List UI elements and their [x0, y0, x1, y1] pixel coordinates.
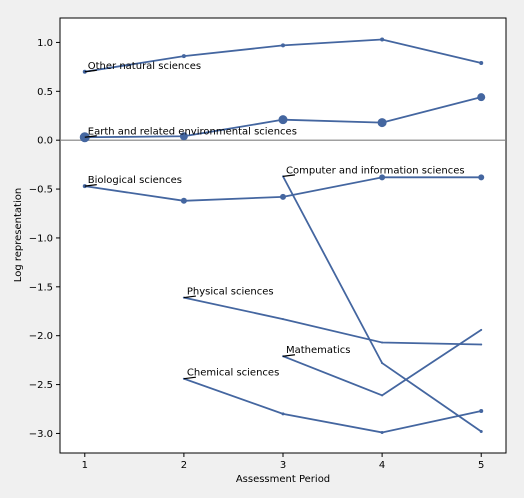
data-point — [380, 37, 385, 42]
x-tick-label: 1 — [82, 460, 88, 471]
y-tick-label: −1.5 — [29, 282, 53, 293]
series-label: Chemical sciences — [187, 368, 279, 379]
plot-area — [59, 17, 507, 454]
data-point — [377, 118, 387, 128]
data-point — [477, 93, 486, 102]
label-leader — [84, 69, 97, 73]
series-label: Mathematics — [286, 345, 350, 356]
series-label: Biological sciences — [88, 175, 182, 186]
series-label: Earth and related environmental sciences — [88, 126, 297, 137]
data-point — [280, 193, 286, 200]
data-point — [480, 343, 483, 346]
series-other-natural-sciences: Other natural sciences — [82, 37, 484, 74]
series-line — [183, 296, 482, 346]
y-tick-label: 0.0 — [37, 136, 53, 147]
data-point — [479, 429, 483, 433]
data-point — [379, 174, 386, 181]
label-leader — [183, 376, 196, 380]
data-point — [180, 197, 187, 204]
label-leader — [282, 354, 296, 357]
series-label: Physical sciences — [187, 287, 274, 298]
data-point — [381, 394, 384, 397]
data-point — [480, 328, 483, 331]
x-tick-label: 3 — [280, 460, 286, 471]
label-leader — [84, 135, 97, 138]
x-axis-label: Assessment Period — [236, 474, 330, 485]
series-physical-sciences: Physical sciences — [182, 287, 483, 346]
series-label: Computer and information sciences — [286, 165, 465, 176]
label-leader — [183, 295, 196, 299]
series-chemical-sciences: Chemical sciences — [182, 368, 484, 434]
series-biological-sciences: Biological sciences — [82, 174, 485, 204]
y-tick-label: −0.5 — [29, 185, 53, 196]
label-leader — [84, 184, 97, 187]
series-line — [183, 377, 482, 434]
y-tick-label: −1.0 — [29, 233, 53, 244]
y-tick-label: −2.0 — [29, 331, 53, 342]
x-tick-label: 4 — [379, 460, 385, 471]
data-point — [380, 430, 384, 434]
data-point — [381, 341, 384, 344]
data-point — [381, 362, 384, 365]
y-axis-label: Log representation — [13, 188, 24, 282]
data-point — [282, 318, 284, 321]
data-point — [179, 132, 188, 141]
data-point — [278, 115, 288, 125]
y-tick-label: 0.5 — [37, 87, 53, 98]
x-tick-label: 2 — [181, 460, 187, 471]
data-point — [181, 54, 186, 59]
data-point — [479, 60, 484, 65]
series-label: Other natural sciences — [88, 61, 201, 72]
series-earth-and-related-environmental-sciences: Earth and related environmental sciences — [79, 93, 486, 143]
y-tick-label: 1.0 — [37, 38, 53, 49]
series-computer-and-information-sciences: Computer and information sciences — [282, 165, 483, 433]
data-point — [281, 412, 285, 416]
label-leader — [282, 174, 296, 177]
data-point — [281, 43, 285, 48]
y-tick-label: −2.5 — [29, 380, 53, 391]
data-point — [479, 408, 484, 413]
series-mathematics: Mathematics — [282, 328, 483, 397]
data-point — [478, 174, 485, 181]
x-tick-label: 5 — [478, 460, 484, 471]
y-tick-label: −3.0 — [29, 429, 53, 440]
